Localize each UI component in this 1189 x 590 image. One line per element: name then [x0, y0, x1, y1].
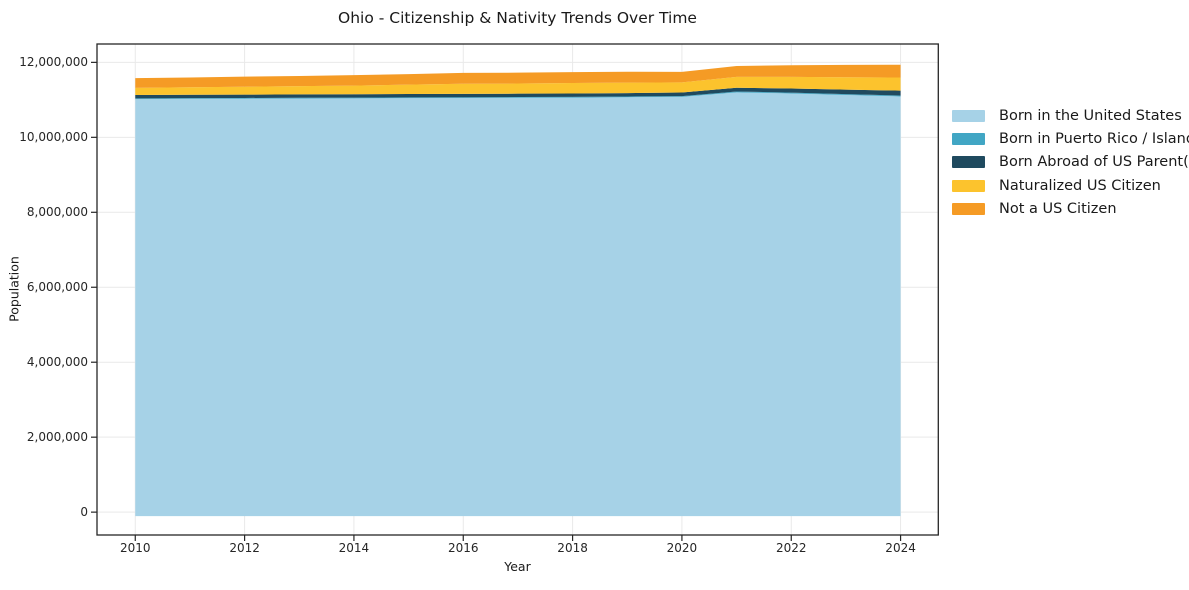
- legend-row: Born in the United States: [952, 104, 1189, 127]
- area-born-in-puerto-rico-islands: [135, 91, 901, 100]
- legend: Born in the United States Born in Puerto …: [952, 104, 1189, 220]
- legend-label: Born in Puerto Rico / Islands: [999, 130, 1189, 147]
- tick-marks: [91, 61, 902, 541]
- y-tick-label: 10,000,000: [19, 130, 88, 145]
- legend-label: Not a US Citizen: [999, 200, 1117, 217]
- legend-swatch-icon: [952, 202, 985, 215]
- x-tick-label: 2018: [557, 541, 588, 555]
- legend-swatch-icon: [952, 179, 985, 192]
- legend-label: Naturalized US Citizen: [999, 177, 1161, 194]
- y-tick-label: 12,000,000: [19, 55, 88, 70]
- legend-swatch-icon: [952, 132, 985, 145]
- x-axis-title: Year: [504, 559, 531, 574]
- x-tick-label: 2014: [338, 541, 370, 555]
- y-axis-title: Population: [6, 256, 22, 322]
- area-series-group: [135, 64, 901, 517]
- area-born-abroad-of-us-parent-s: [135, 87, 901, 99]
- y-tick-label: 4,000,000: [26, 355, 88, 370]
- y-tick-label: 0: [80, 505, 88, 520]
- x-tick-label: 2010: [119, 541, 151, 555]
- legend-swatch-icon: [952, 109, 985, 122]
- legend-row: Not a US Citizen: [952, 197, 1189, 220]
- chart-title: Ohio - Citizenship & Nativity Trends Ove…: [338, 9, 697, 27]
- y-tick-label: 8,000,000: [26, 205, 88, 220]
- legend-row: Born Abroad of US Parent(s): [952, 151, 1189, 174]
- y-tick-label: 2,000,000: [26, 430, 88, 445]
- legend-row: Born in Puerto Rico / Islands: [952, 127, 1189, 150]
- area-naturalized-us-citizen: [135, 76, 901, 95]
- legend-label: Born Abroad of US Parent(s): [999, 154, 1189, 171]
- x-tick-label: 2012: [229, 541, 260, 555]
- plot-border: [96, 43, 939, 536]
- x-tick-label: 2024: [885, 541, 916, 555]
- legend-row: Naturalized US Citizen: [952, 174, 1189, 197]
- x-tick-label: 2022: [775, 541, 807, 555]
- y-tick-label: 6,000,000: [26, 280, 88, 295]
- area-not-a-us-citizen: [135, 64, 901, 88]
- x-tick-label: 2020: [666, 541, 698, 555]
- legend-swatch-icon: [952, 156, 985, 169]
- legend-label: Born in the United States: [999, 107, 1182, 124]
- area-born-in-the-united-states: [135, 92, 901, 517]
- x-tick-label: 2016: [447, 541, 479, 555]
